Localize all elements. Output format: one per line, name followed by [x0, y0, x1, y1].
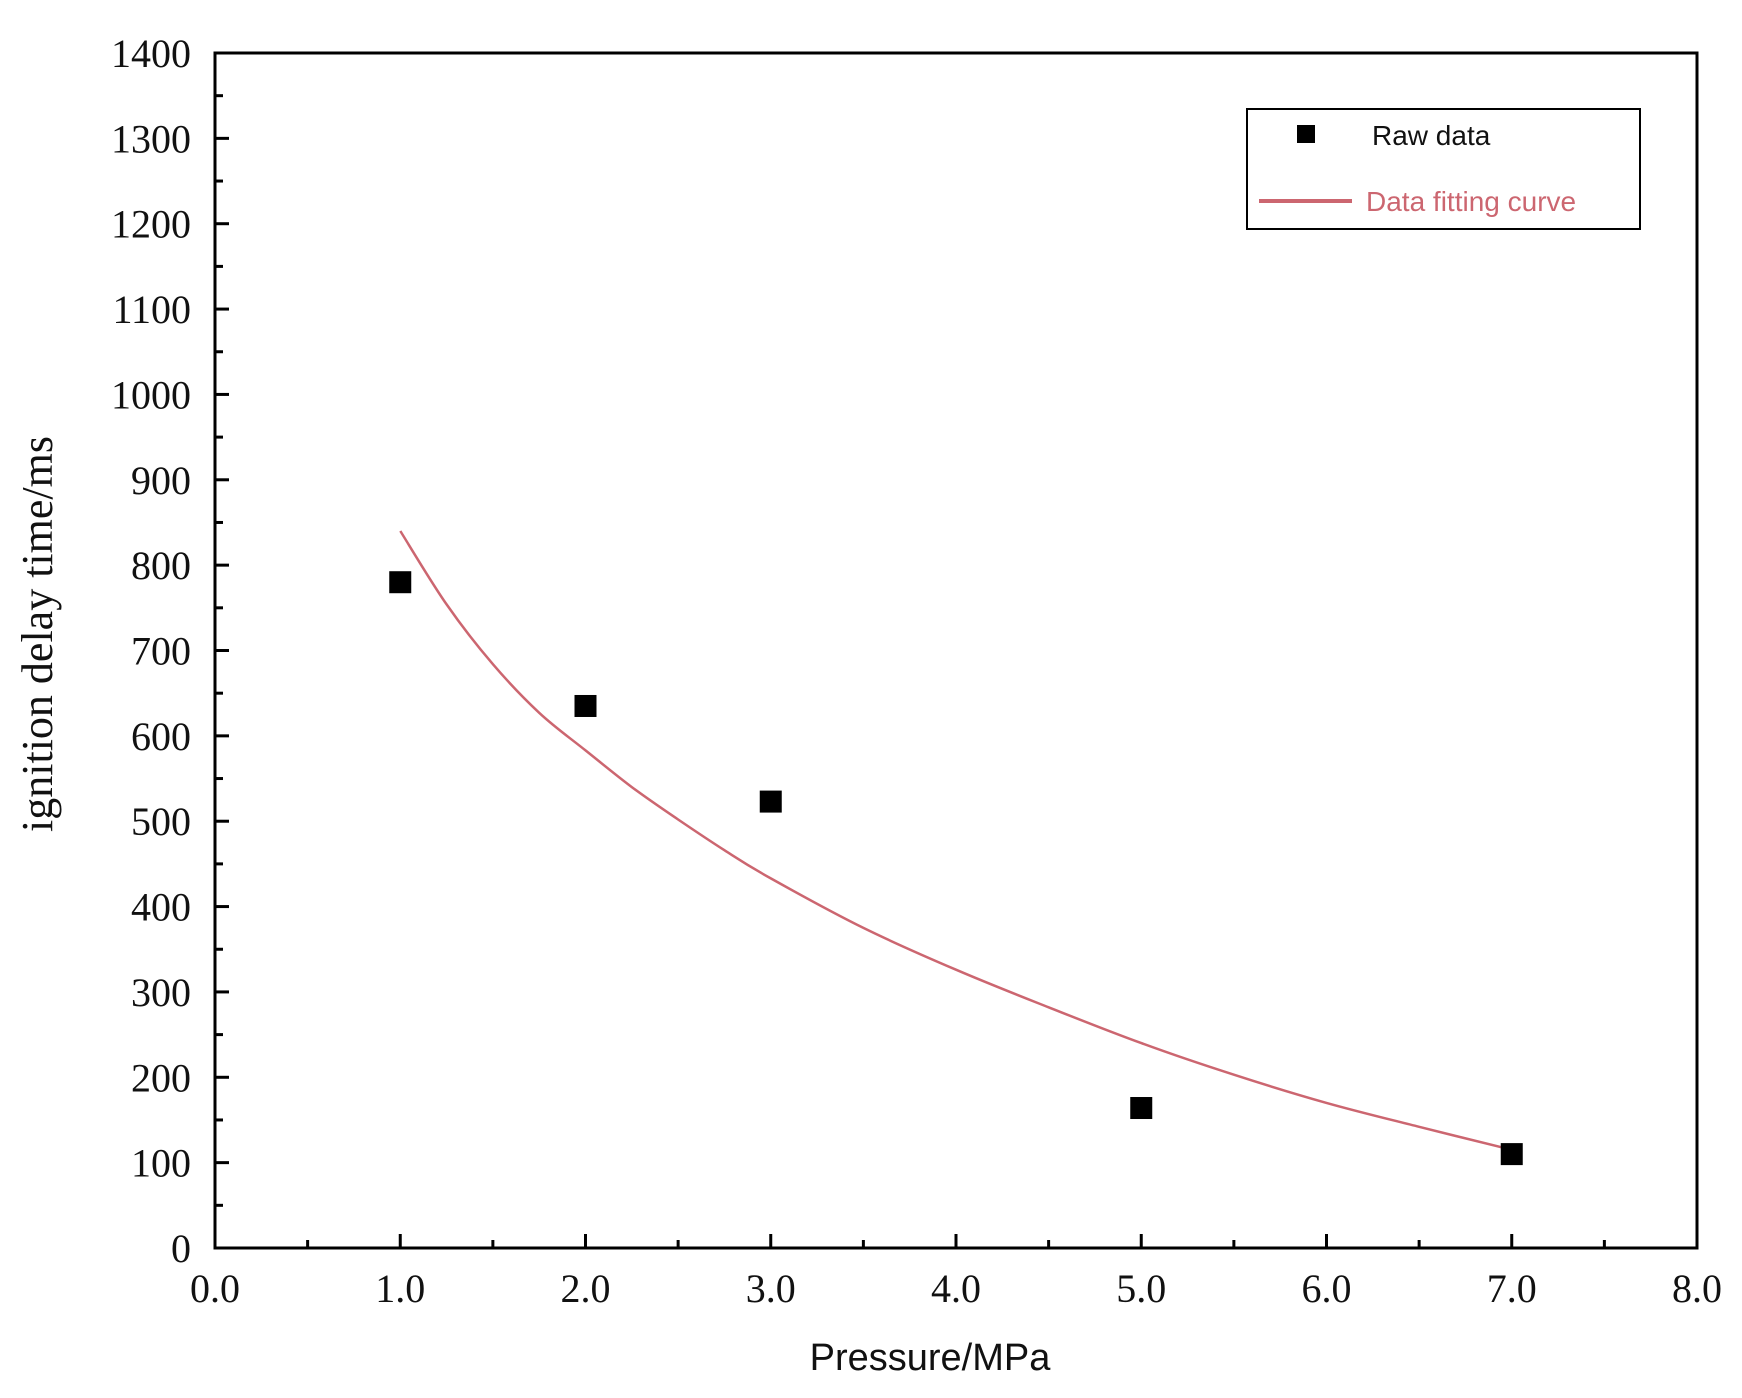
y-tick-label: 600	[131, 714, 191, 759]
x-tick-label: 7.0	[1487, 1266, 1537, 1311]
y-tick-label: 1100	[112, 287, 191, 332]
x-tick-label: 5.0	[1116, 1266, 1166, 1311]
y-tick-label: 500	[131, 799, 191, 844]
raw-data-point	[389, 571, 412, 594]
y-tick-label: 800	[131, 543, 191, 588]
raw-data-point	[574, 694, 597, 717]
y-tick-label: 0	[171, 1226, 191, 1271]
raw-data-point	[759, 790, 782, 813]
y-tick-label: 1300	[111, 116, 191, 161]
x-tick-label: 4.0	[931, 1266, 981, 1311]
x-tick-label: 3.0	[746, 1266, 796, 1311]
raw-data-point	[1130, 1097, 1153, 1120]
raw-data-point	[1500, 1143, 1523, 1166]
y-tick-label: 700	[131, 629, 191, 674]
x-tick-label: 0.0	[190, 1266, 240, 1311]
y-tick-label: 300	[131, 970, 191, 1015]
x-tick-label: 6.0	[1302, 1266, 1352, 1311]
plot-frame	[213, 51, 1699, 1250]
fitting-curve-line	[399, 530, 1513, 1152]
y-tick-label: 1400	[111, 31, 191, 76]
y-tick-label: 400	[131, 885, 191, 930]
legend-label-raw-data: Raw data	[1372, 120, 1491, 151]
y-axis-title: ignition delay time/ms	[13, 436, 62, 832]
x-tick-label: 2.0	[561, 1266, 611, 1311]
y-tick-label: 1000	[111, 372, 191, 417]
y-tick-label: 1200	[111, 202, 191, 247]
x-axis-title: Pressure/MPa	[810, 1337, 1052, 1379]
x-tick-label: 1.0	[375, 1266, 425, 1311]
legend-label-fitting-curve: Data fitting curve	[1366, 186, 1576, 217]
y-tick-label: 900	[131, 458, 191, 503]
legend-marker-raw-data	[1297, 125, 1315, 143]
y-tick-label: 200	[131, 1055, 191, 1100]
x-tick-label: 8.0	[1672, 1266, 1722, 1311]
y-tick-label: 100	[131, 1141, 191, 1186]
